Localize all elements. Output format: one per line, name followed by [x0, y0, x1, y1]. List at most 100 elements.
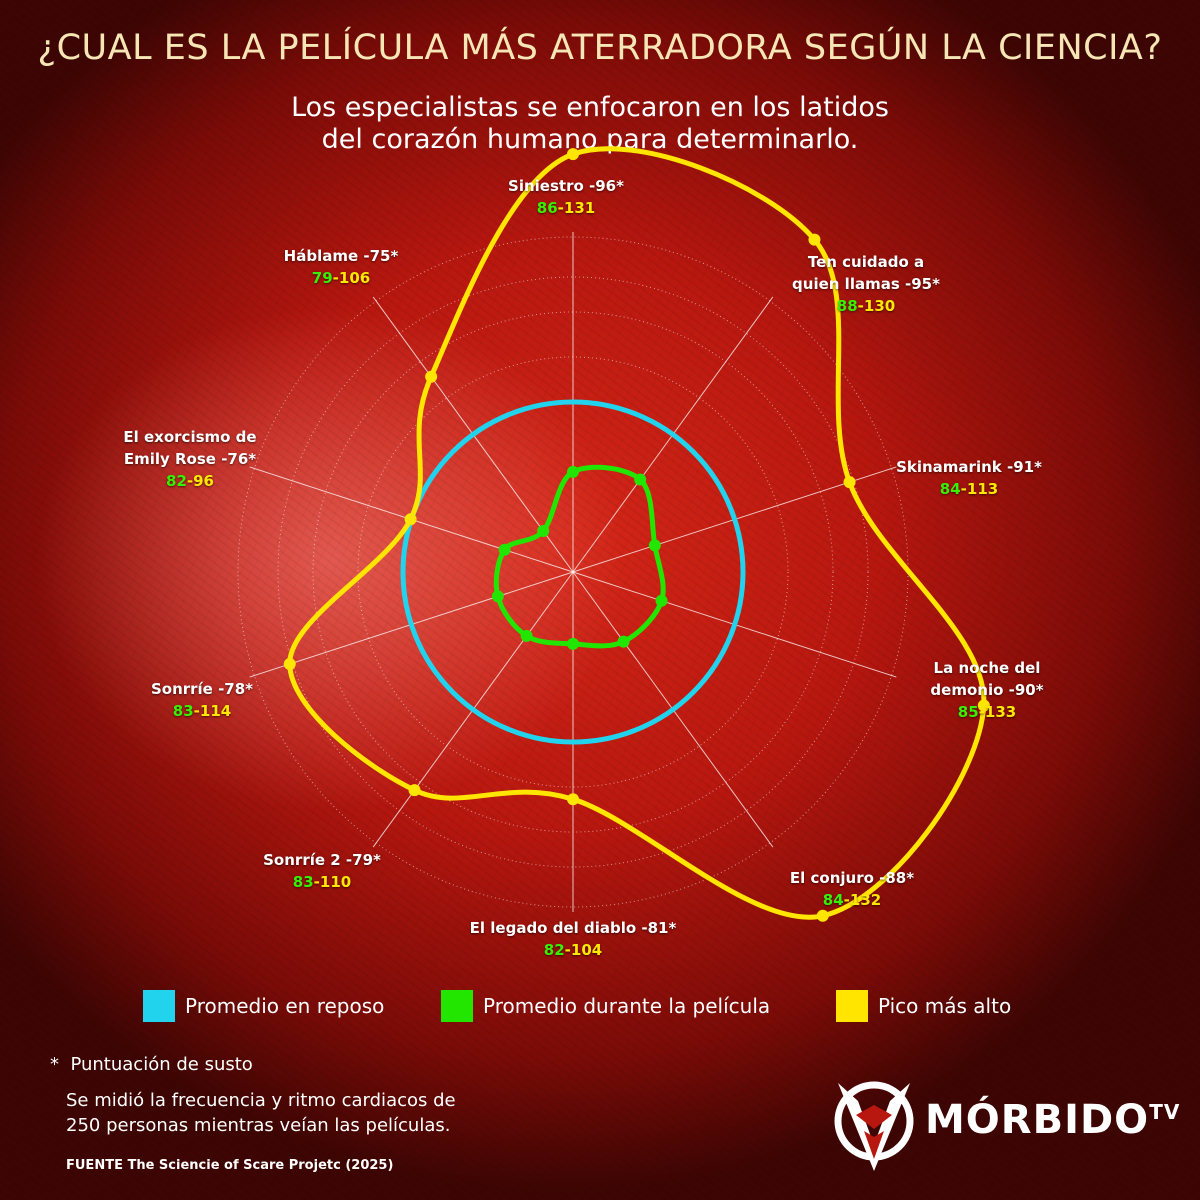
category-name: Sonrríe 2 -79* [263, 851, 381, 869]
category-label-6: El legado del diablo -81* 82-104 [470, 917, 677, 961]
peak-point-4 [977, 699, 990, 712]
category-label-10: Háblame -75* 79-106 [284, 245, 399, 289]
footnote-marker: * [50, 1054, 59, 1075]
peak-value: 96 [193, 472, 214, 490]
method-note: Se midió la frecuencia y ritmo cardiacos… [66, 1088, 456, 1138]
movie-point-8 [491, 590, 504, 603]
morbido-tv-logo: MÓRBIDOTV [830, 1075, 1179, 1175]
peak-point-10 [425, 370, 438, 383]
logo-wordmark: MÓRBIDOTV [925, 1097, 1180, 1143]
category-label-8: Sonrríe -78* 83-114 [151, 678, 253, 722]
peak-point-7 [408, 784, 421, 797]
grid-ring-4 [277, 276, 869, 868]
legend-label-movie: Promedio durante la película [483, 994, 771, 1018]
method-note-line-2: 250 personas mientras veían las película… [66, 1115, 451, 1136]
movie-avg-value: 79 [311, 269, 333, 287]
category-name: Skinamarink -91* [896, 458, 1042, 476]
value-separator: - [978, 703, 985, 721]
footnote: * Puntuación de susto [50, 1054, 253, 1075]
category-name: El legado del diablo -81* [469, 919, 677, 937]
movie-point-5 [617, 635, 630, 648]
movie-avg-value: 84 [939, 480, 961, 498]
legend-swatch-peak [836, 990, 868, 1022]
category-label-4: La noche del demonio -90* 85-133 [930, 657, 1043, 723]
peak-value: 133 [984, 703, 1017, 721]
category-values: 79-106 [284, 267, 399, 289]
category-label-7: Sonrríe 2 -79* 83-110 [263, 849, 381, 893]
peak-value: 110 [319, 873, 352, 891]
category-label-9: El exorcismo de Emily Rose -76* 82-96 [123, 426, 256, 492]
movie-point-2 [634, 473, 647, 486]
peak-value: 104 [570, 941, 603, 959]
category-name: El conjuro -88* [789, 869, 915, 887]
movie-avg-value: 83 [292, 873, 314, 891]
chart-subtitle: Los especialistas se enfocaron en los la… [0, 92, 1180, 156]
series-movie-line [493, 464, 666, 649]
category-label-1: Siniestro -96* 86-131 [508, 175, 624, 219]
category-values: 83-114 [151, 700, 253, 722]
category-values: 84-113 [896, 478, 1042, 500]
category-name: Háblame -75* [283, 247, 399, 265]
value-separator: - [332, 269, 339, 287]
category-label-5: El conjuro -88* 84-132 [790, 867, 914, 911]
peak-point-2 [808, 233, 821, 246]
category-name: El exorcismo de Emily Rose -76* [123, 428, 257, 468]
value-separator: - [557, 199, 564, 217]
category-values: 84-132 [790, 889, 914, 911]
movie-avg-value: 83 [172, 702, 194, 720]
logo-name: MÓRBIDO [925, 1097, 1150, 1143]
movie-point-3 [648, 539, 661, 552]
movie-point-7 [520, 629, 533, 642]
movie-avg-value: 86 [536, 199, 558, 217]
category-name: Sonrríe -78* [150, 680, 254, 698]
category-values: 82-104 [470, 939, 677, 961]
category-values: 83-110 [263, 871, 381, 893]
footnote-label: Puntuación de susto [70, 1054, 253, 1075]
movie-avg-value: 84 [822, 891, 844, 909]
category-name: Ten cuidado a quien llamas -95* [792, 253, 940, 293]
value-separator: - [857, 297, 864, 315]
value-separator: - [843, 891, 850, 909]
method-note-line-1: Se midió la frecuencia y ritmo cardiacos… [66, 1090, 456, 1111]
source-note: FUENTE The Sciencie of Scare Projetc (20… [66, 1158, 394, 1173]
peak-point-3 [843, 476, 856, 489]
peak-value: 114 [199, 702, 232, 720]
peak-value: 132 [849, 891, 882, 909]
category-name: La noche del demonio -90* [930, 659, 1044, 699]
movie-avg-value: 85 [957, 703, 979, 721]
value-separator: - [186, 472, 194, 490]
peak-point-6 [567, 793, 579, 806]
category-values: 86-131 [508, 197, 624, 219]
legend-item-rest: Promedio en reposo [143, 990, 384, 1022]
movie-point-1 [567, 465, 579, 478]
category-values: 82-96 [123, 470, 256, 492]
subtitle-line-1: Los especialistas se enfocaron en los la… [291, 92, 889, 123]
value-separator: - [193, 702, 200, 720]
category-name: Siniestro -96* [508, 177, 624, 195]
peak-point-8 [283, 658, 296, 671]
peak-value: 131 [563, 199, 596, 217]
legend-label-rest: Promedio en reposo [185, 994, 385, 1018]
chart-title: ¿CUAL ES LA PELÍCULA MÁS ATERRADORA SEGÚ… [37, 28, 1163, 68]
movie-point-6 [567, 637, 579, 650]
movie-point-10 [537, 524, 550, 537]
peak-value: 113 [966, 480, 999, 498]
movie-avg-value: 82 [166, 472, 187, 490]
peak-value: 106 [338, 269, 371, 287]
movie-avg-value: 82 [543, 941, 565, 959]
pentagram-icon [834, 1081, 914, 1171]
legend-swatch-rest [143, 990, 175, 1022]
logo-suffix: TV [1149, 1100, 1181, 1124]
category-label-3: Skinamarink -91* 84-113 [896, 456, 1042, 500]
value-separator: - [960, 480, 967, 498]
legend-swatch-movie [441, 990, 473, 1022]
legend-item-peak: Pico más alto [836, 990, 1011, 1022]
value-separator: - [564, 941, 571, 959]
peak-point-9 [404, 513, 417, 526]
category-label-2: Ten cuidado a quien llamas -95* 88-130 [792, 251, 940, 317]
movie-point-4 [655, 594, 668, 607]
legend-item-movie: Promedio durante la película [441, 990, 770, 1022]
peak-value: 130 [863, 297, 896, 315]
category-values: 88-130 [792, 295, 940, 317]
